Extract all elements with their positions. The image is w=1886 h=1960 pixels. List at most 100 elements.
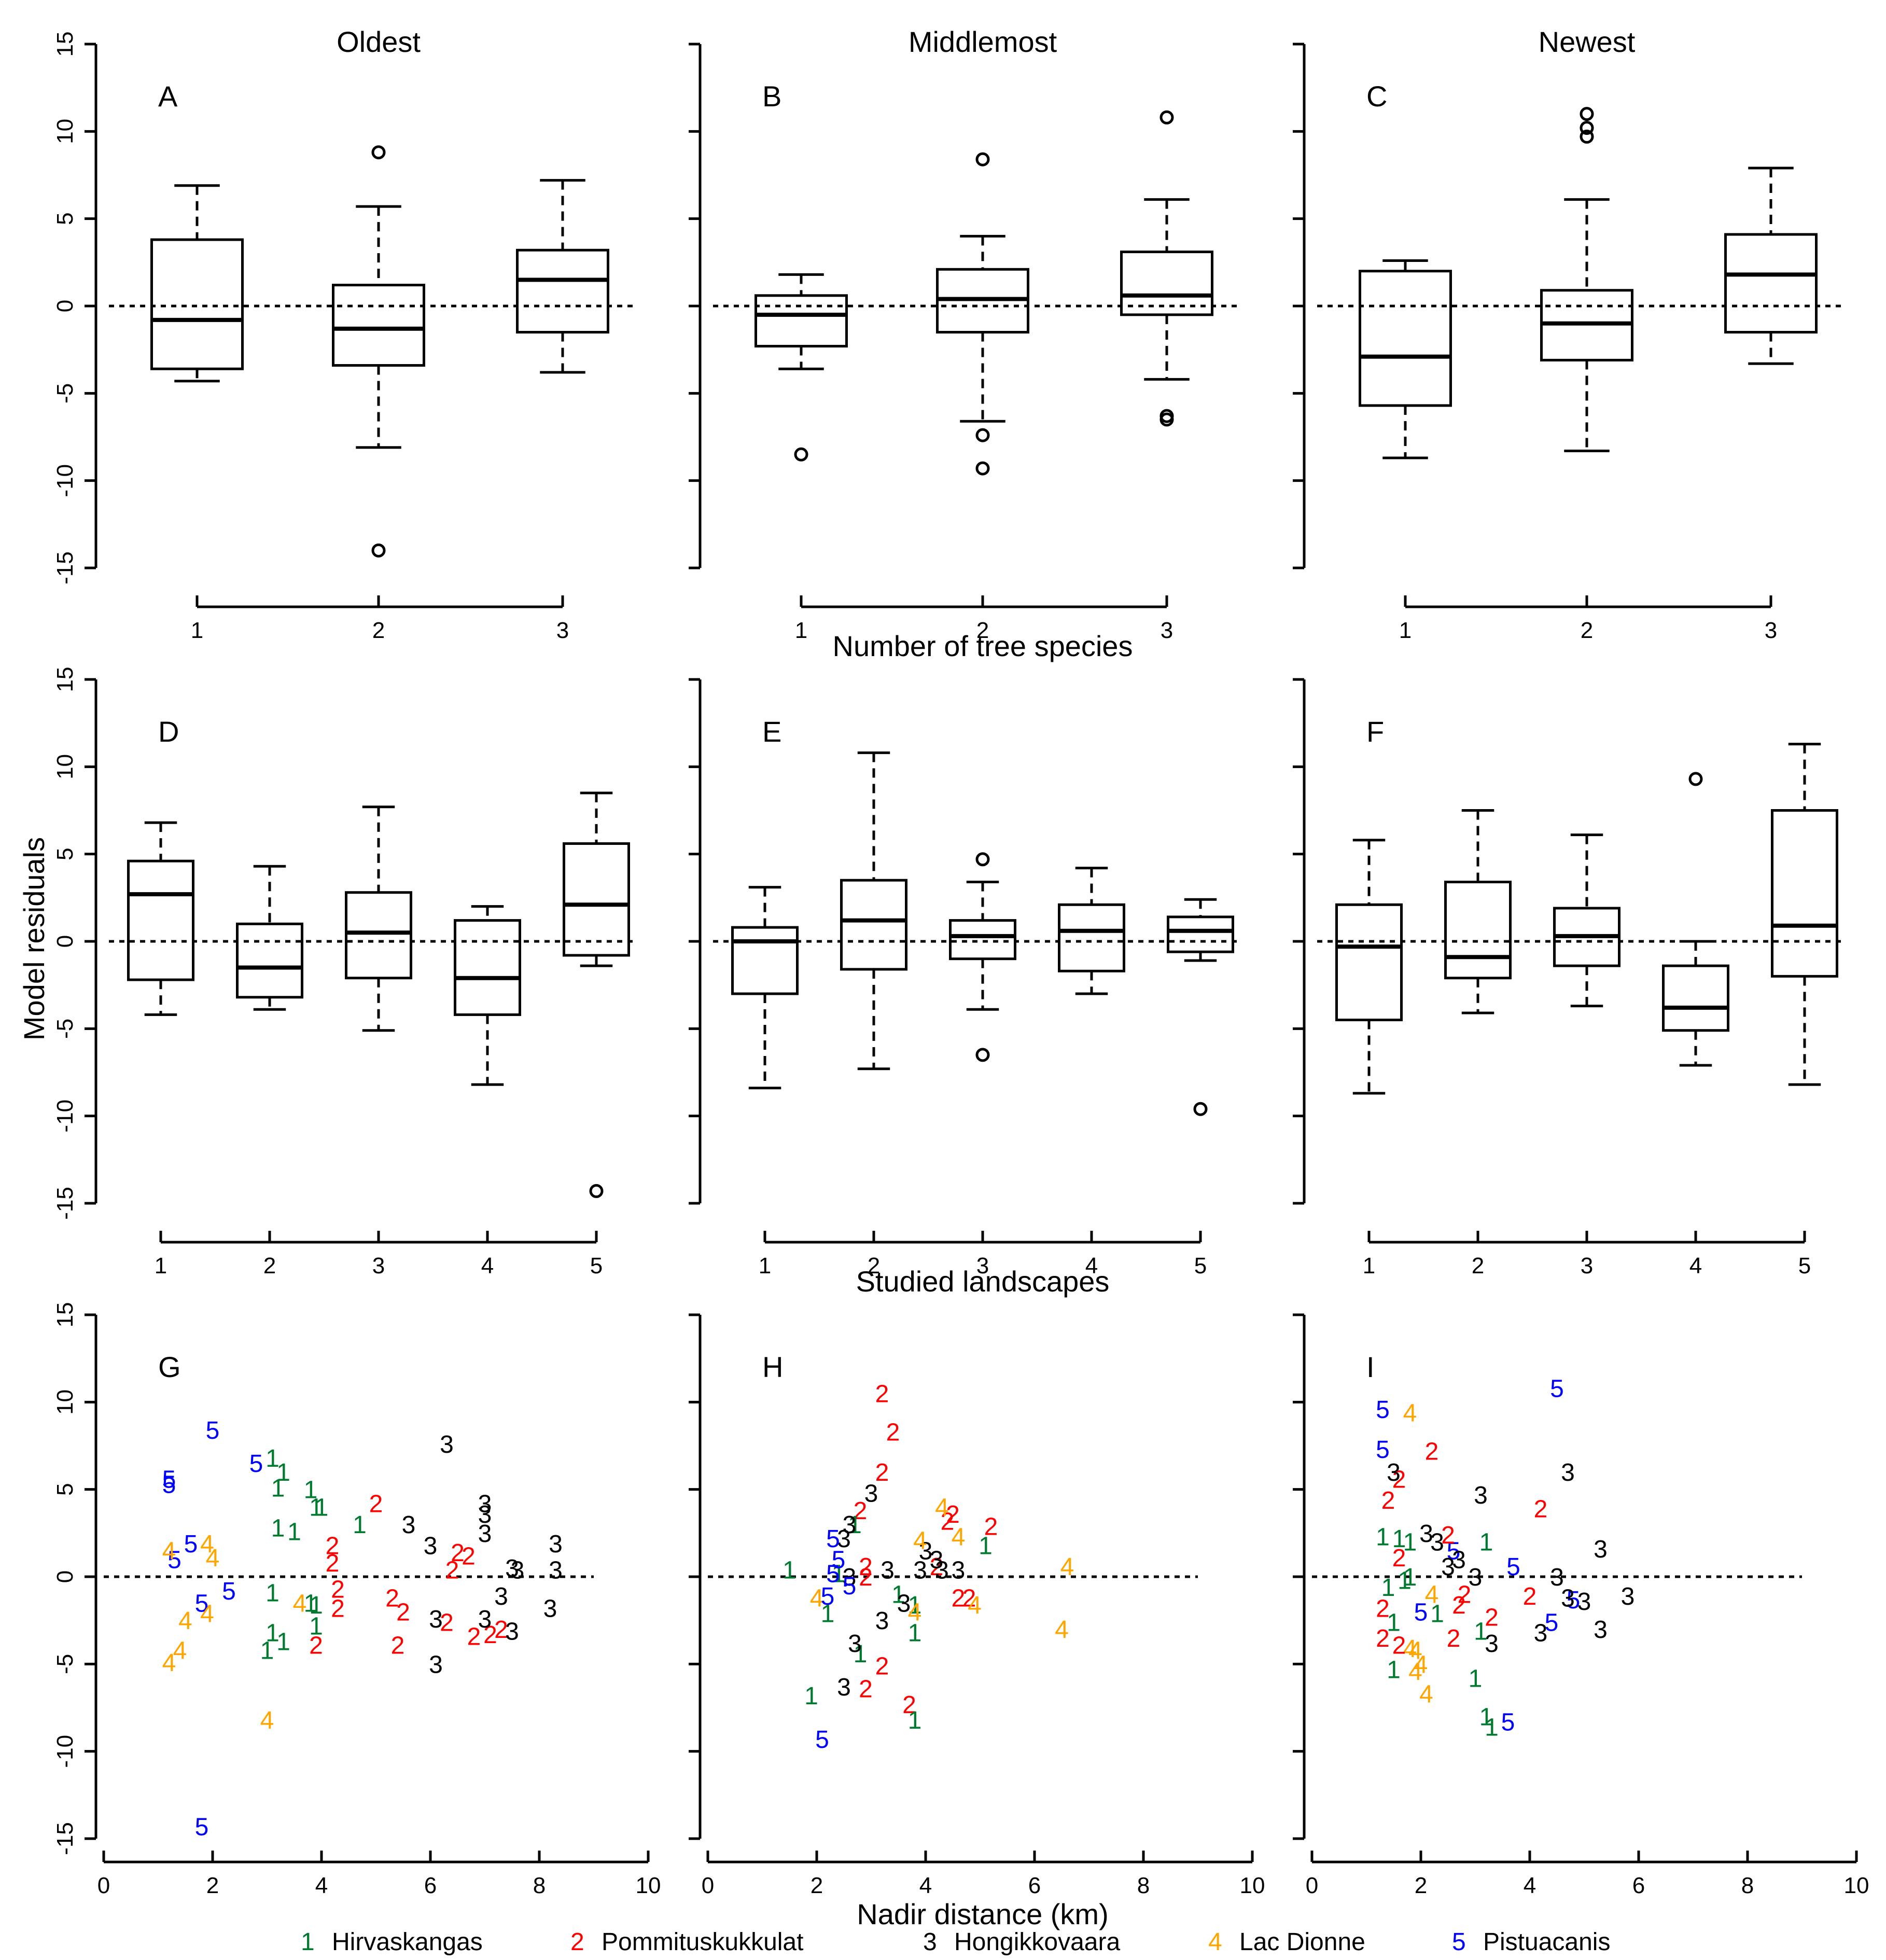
data-point-landscape-2: 2: [1458, 1581, 1472, 1609]
data-point-landscape-5: 5: [821, 1583, 835, 1610]
data-point-landscape-3: 3: [837, 1525, 851, 1553]
y-tick-label: -10: [52, 1100, 78, 1133]
y-tick-label: -5: [52, 1019, 78, 1039]
data-point-landscape-5: 5: [1376, 1396, 1390, 1424]
data-point-landscape-2: 2: [859, 1564, 873, 1591]
y-tick-label: 0: [52, 1570, 78, 1583]
data-point-landscape-3: 3: [843, 1564, 857, 1591]
data-point-landscape-3: 3: [1561, 1459, 1575, 1486]
x-tick-label: 10: [1844, 1873, 1869, 1898]
data-point-landscape-3: 3: [897, 1590, 911, 1618]
data-point-landscape-3: 3: [505, 1618, 519, 1645]
data-point-landscape-2: 2: [886, 1419, 900, 1447]
data-point-landscape-1: 1: [353, 1511, 367, 1539]
x-tick-label: 8: [1137, 1873, 1150, 1898]
panel-e: E 1 2 3 4 5: [689, 678, 1242, 1278]
legend-symbol: 2: [570, 1928, 584, 1956]
data-point-landscape-2: 2: [854, 1497, 868, 1525]
box-iqr: [1771, 809, 1838, 978]
data-point-landscape-5: 5: [1567, 1587, 1581, 1614]
box-iqr: [454, 919, 521, 1016]
box-iqr: [1724, 233, 1818, 334]
data-point-landscape-1: 1: [266, 1620, 280, 1647]
data-point-landscape-4: 4: [913, 1527, 927, 1554]
data-point-landscape-3: 3: [952, 1557, 966, 1584]
data-point-landscape-1: 1: [783, 1557, 797, 1584]
data-point-landscape-5: 5: [832, 1546, 846, 1574]
outlier-point: [371, 543, 386, 558]
data-point-landscape-5: 5: [826, 1560, 840, 1588]
data-point-landscape-1: 1: [1376, 1524, 1390, 1551]
data-point-landscape-3: 3: [543, 1595, 557, 1623]
data-point-landscape-5: 5: [1414, 1598, 1428, 1626]
box-iqr: [1662, 964, 1729, 1032]
data-point-landscape-1: 1: [821, 1601, 835, 1628]
data-point-landscape-2: 2: [494, 1616, 508, 1644]
legend-label: Hongikkovaara: [954, 1928, 1120, 1956]
box-iqr: [332, 284, 425, 367]
data-point-landscape-2: 2: [1392, 1632, 1406, 1659]
box-iqr: [1058, 903, 1125, 972]
data-point-landscape-1: 1: [891, 1581, 905, 1609]
legend: 1 Hirvaskangas 2 Pommituskukkulat 3 Hongikkov…: [301, 1928, 1610, 1956]
x-tick-label: 8: [1741, 1873, 1754, 1898]
x-tick-label: 2: [206, 1873, 219, 1898]
y-tick-label: 10: [52, 754, 78, 780]
outlier-point: [975, 461, 990, 476]
data-point-landscape-1: 1: [1387, 1656, 1401, 1684]
data-point-landscape-2: 2: [1392, 1466, 1406, 1493]
data-point-landscape-3: 3: [1594, 1616, 1608, 1644]
column-title-middlemost: Middlemost: [909, 25, 1057, 58]
data-point-landscape-5: 5: [222, 1578, 236, 1605]
x-tick-label: 8: [533, 1873, 546, 1898]
data-point-landscape-1: 1: [1398, 1567, 1412, 1595]
x-tick-label: 1: [191, 618, 203, 643]
outlier-point: [1580, 121, 1594, 135]
data-point-landscape-1: 1: [908, 1592, 922, 1619]
y-tick-label: -15: [52, 551, 78, 585]
x-tick-label: 3: [1581, 1253, 1593, 1278]
x-tick-label: 1: [1399, 618, 1412, 643]
x-tick-label: 4: [919, 1873, 932, 1898]
data-point-landscape-1: 1: [804, 1683, 818, 1710]
data-point-landscape-3: 3: [494, 1583, 508, 1610]
x-tick-label: 3: [1161, 618, 1173, 643]
data-point-landscape-1: 1: [848, 1511, 862, 1539]
data-point-landscape-1: 1: [1381, 1574, 1395, 1602]
column-title-oldest: Oldest: [337, 25, 421, 58]
y-tick-label: -10: [52, 464, 78, 497]
data-point-landscape-4: 4: [968, 1592, 982, 1619]
data-point-landscape-2: 2: [952, 1584, 966, 1612]
x-tick-label: 2: [263, 1253, 276, 1278]
data-point-landscape-3: 3: [1452, 1546, 1466, 1574]
box-iqr: [755, 294, 848, 347]
x-tick-label: 2: [1415, 1873, 1427, 1898]
x-tick-label: 6: [1632, 1873, 1645, 1898]
ylabel-model-residuals: Model residuals: [18, 837, 50, 1040]
data-point-landscape-4: 4: [200, 1601, 214, 1628]
data-point-landscape-2: 2: [331, 1576, 345, 1604]
box-iqr: [150, 238, 244, 370]
box-iqr: [516, 248, 609, 333]
data-point-landscape-5: 5: [1501, 1708, 1515, 1736]
panel-f: F 1 2 3 4 5: [1293, 678, 1846, 1278]
data-point-landscape-2: 2: [445, 1557, 459, 1584]
data-point-landscape-3: 3: [478, 1520, 492, 1548]
data-point-landscape-2: 2: [1425, 1438, 1439, 1466]
data-point-landscape-3: 3: [1387, 1459, 1401, 1486]
x-tick-label: 1: [1363, 1253, 1375, 1278]
panel-d: -15 -10 -5 0 5 10 15 D 1 2 3 4 5: [52, 667, 638, 1278]
y-tick-label: -5: [52, 383, 78, 404]
box-iqr: [127, 859, 194, 981]
data-point-landscape-4: 4: [1414, 1651, 1428, 1678]
data-point-landscape-1: 1: [309, 1494, 323, 1521]
x-tick-label: 10: [636, 1873, 661, 1898]
y-tick-label: 5: [52, 212, 78, 225]
data-point-landscape-1: 1: [276, 1459, 290, 1486]
x-tick-label: 3: [556, 618, 569, 643]
legend-symbol: 1: [301, 1928, 315, 1956]
xlabel-tree-species: Number of tree species: [833, 630, 1133, 662]
data-point-landscape-2: 2: [859, 1675, 873, 1703]
